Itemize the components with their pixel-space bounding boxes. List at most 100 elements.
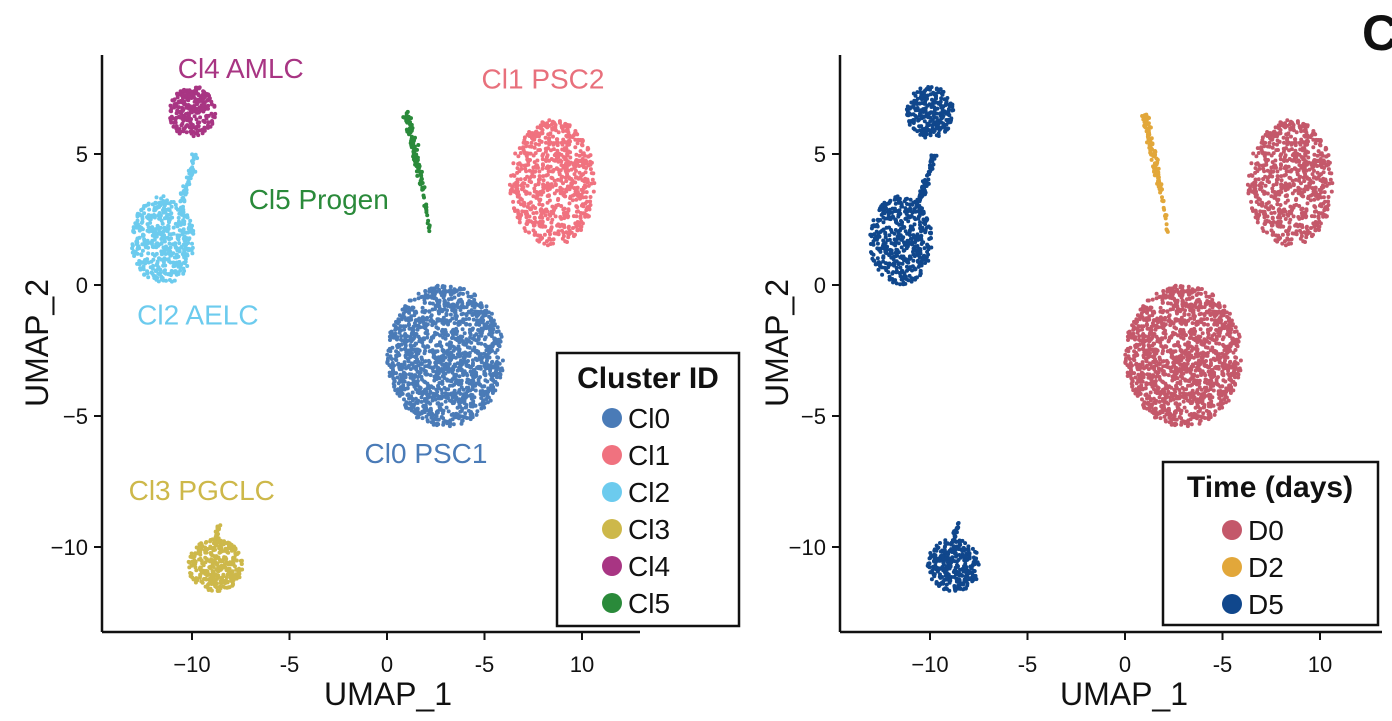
data-point xyxy=(419,395,424,400)
data-point xyxy=(412,384,417,389)
data-point xyxy=(1163,344,1168,349)
data-point xyxy=(448,418,453,423)
data-point xyxy=(212,104,217,109)
data-point xyxy=(423,289,428,293)
data-point xyxy=(452,309,457,314)
data-point xyxy=(1173,409,1178,414)
data-point xyxy=(534,164,539,169)
data-point xyxy=(513,151,518,156)
data-point xyxy=(478,301,483,306)
data-point xyxy=(424,397,429,402)
data-point xyxy=(463,371,468,375)
data-point xyxy=(550,127,555,132)
data-point xyxy=(520,182,525,187)
data-point xyxy=(1148,351,1152,356)
data-point xyxy=(520,146,525,151)
data-point xyxy=(436,417,441,422)
data-point xyxy=(1161,349,1165,353)
data-point xyxy=(1326,199,1331,204)
data-point xyxy=(564,133,569,138)
data-point xyxy=(1150,384,1155,389)
data-point xyxy=(574,214,579,219)
data-point xyxy=(400,307,405,312)
data-point xyxy=(1201,411,1206,416)
data-point xyxy=(1178,369,1183,374)
data-point xyxy=(440,369,445,374)
data-point xyxy=(416,388,421,393)
data-point xyxy=(1197,368,1202,373)
data-point xyxy=(447,342,452,347)
data-point xyxy=(167,232,172,237)
data-point xyxy=(438,343,443,348)
data-point xyxy=(558,188,563,193)
data-point xyxy=(497,338,502,342)
data-point xyxy=(1278,166,1283,171)
data-point xyxy=(1179,356,1183,361)
data-point xyxy=(1279,178,1284,183)
data-point xyxy=(445,301,450,306)
data-point xyxy=(487,314,492,319)
data-point xyxy=(446,387,451,392)
data-point xyxy=(1174,385,1179,390)
data-point xyxy=(1229,378,1234,383)
data-point xyxy=(1146,400,1150,405)
data-point xyxy=(543,224,548,229)
data-point xyxy=(410,351,414,356)
data-point xyxy=(1208,358,1213,363)
data-point xyxy=(512,206,516,211)
data-point xyxy=(151,227,156,232)
data-point xyxy=(465,290,470,295)
data-point xyxy=(479,406,484,411)
data-point xyxy=(527,130,532,134)
data-point xyxy=(469,378,474,383)
data-point xyxy=(450,401,455,406)
data-point xyxy=(1215,354,1220,359)
data-point xyxy=(483,335,488,340)
data-point xyxy=(511,199,516,204)
data-point xyxy=(1146,355,1150,360)
data-point xyxy=(1180,385,1185,390)
data-point xyxy=(457,388,462,392)
data-point xyxy=(1169,421,1174,426)
data-point xyxy=(1186,418,1191,423)
data-point xyxy=(527,230,531,235)
data-point xyxy=(1167,414,1172,419)
data-point xyxy=(580,143,585,148)
data-point xyxy=(537,138,542,143)
series-D0 xyxy=(1245,118,1335,248)
data-point xyxy=(1163,419,1168,424)
data-point xyxy=(500,358,505,363)
data-point xyxy=(155,259,160,264)
data-point xyxy=(1181,336,1186,341)
data-point xyxy=(569,167,574,172)
data-point xyxy=(1182,361,1187,366)
data-point xyxy=(190,251,195,256)
data-point xyxy=(151,257,156,262)
data-point xyxy=(1211,388,1216,393)
data-point xyxy=(1222,304,1227,309)
data-point xyxy=(566,130,571,135)
data-point xyxy=(1172,325,1177,330)
data-point xyxy=(194,117,199,122)
data-point xyxy=(1164,412,1169,417)
data-point xyxy=(441,331,446,336)
data-point xyxy=(425,335,430,340)
data-point xyxy=(1140,327,1145,332)
data-point xyxy=(216,573,221,578)
data-point xyxy=(486,389,491,394)
data-point xyxy=(1168,307,1173,312)
data-point xyxy=(177,241,182,246)
data-point xyxy=(1147,314,1152,319)
data-point xyxy=(473,309,478,314)
data-point xyxy=(475,318,480,323)
data-point xyxy=(1162,389,1167,394)
data-point xyxy=(1194,299,1199,304)
data-point xyxy=(189,551,194,556)
data-point xyxy=(182,238,187,243)
data-point xyxy=(146,240,151,245)
data-point xyxy=(476,337,481,342)
data-point xyxy=(480,320,485,325)
data-point xyxy=(1163,315,1168,320)
